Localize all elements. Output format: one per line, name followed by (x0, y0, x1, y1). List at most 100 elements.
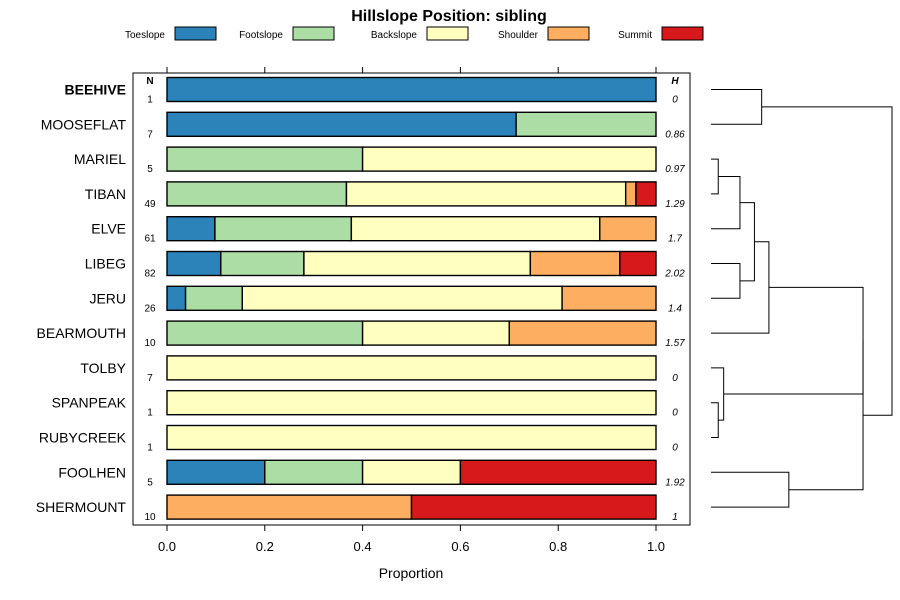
x-axis-label: Proportion (379, 565, 444, 581)
h-value: 0 (672, 373, 678, 384)
h-value: 1.92 (665, 477, 685, 488)
dendrogram-link (711, 402, 719, 438)
n-value: 7 (147, 129, 153, 140)
n-value: 1 (147, 443, 153, 454)
dendrogram-link (711, 176, 741, 230)
category-label: ELVE (91, 221, 126, 237)
bar-segment-backslope (241, 285, 563, 311)
bar-segment-footslope (220, 250, 305, 277)
bar-segment-footslope (515, 111, 657, 138)
category-label: MOOSEFLAT (41, 116, 127, 132)
bar-segment-shoulder (561, 285, 657, 311)
legend-label-footslope: Footslope (239, 30, 283, 41)
bar-segment-backslope (303, 250, 532, 277)
bar-segment-backslope (345, 181, 627, 207)
n-value: 5 (147, 164, 153, 175)
bar-segment-footslope (264, 459, 364, 485)
x-tick-label: 1.0 (647, 539, 665, 554)
category-label: FOOLHEN (58, 464, 126, 480)
h-value: 1.7 (668, 234, 682, 245)
h-value: 0.86 (665, 129, 685, 140)
dendrogram-link (739, 202, 755, 282)
bar-segment-toeslope (166, 250, 222, 277)
bar-segment-toeslope (166, 215, 216, 242)
bar-segment-backslope (166, 424, 657, 451)
bar-segment-footslope (166, 146, 364, 172)
n-value: 49 (144, 199, 156, 210)
bar-segment-backslope (361, 459, 462, 485)
bar-segment-toeslope (166, 285, 187, 311)
h-value: 0 (672, 443, 678, 454)
bar-segment-backslope (361, 146, 657, 172)
dendrogram-link (711, 367, 725, 421)
bar-segment-footslope (166, 181, 348, 207)
dendrogram-link (723, 286, 864, 395)
bar-segment-backslope (166, 390, 657, 416)
dendrogram-link (788, 340, 864, 491)
x-tick-label: 0.2 (256, 539, 274, 554)
bar-segment-backslope (361, 320, 511, 346)
category-label: RUBYCREEK (39, 430, 127, 446)
legend-label-toeslope: Toeslope (125, 30, 165, 41)
h-value: 0 (672, 95, 678, 106)
legend-swatch-shoulder (547, 26, 590, 41)
h-value: 1.57 (665, 338, 685, 349)
x-axis: 0.0 0.2 0.4 0.6 0.8 1.0 (158, 67, 665, 554)
n-value: 1 (147, 95, 153, 106)
h-value: 2.02 (664, 269, 685, 280)
h-value: 1.4 (668, 303, 682, 314)
dendrogram-link (711, 158, 719, 195)
bar-segment-toeslope (166, 459, 266, 485)
bar-segment-summit (635, 181, 657, 207)
x-tick-label: 0.0 (158, 539, 176, 554)
bar-segment-backslope (350, 215, 601, 242)
plot-frame (132, 72, 691, 526)
x-tick-label: 0.8 (549, 539, 567, 554)
bar-segment-shoulder (166, 494, 413, 520)
bar-segment-summit (619, 250, 657, 277)
bar-segment-shoulder (599, 215, 657, 242)
h-value: 0 (672, 408, 678, 419)
chart-title: Hillslope Position: sibling (351, 8, 547, 25)
legend-swatch-backslope (426, 26, 469, 41)
dendrogram (711, 89, 893, 508)
bar-segment-shoulder (624, 181, 637, 207)
bar-segment-shoulder (529, 250, 621, 277)
dendrogram-link (711, 471, 790, 508)
bar-segment-footslope (166, 320, 364, 346)
bar-segment-summit (410, 494, 657, 520)
n-value: 61 (144, 234, 156, 245)
legend: Toeslope Footslope Backslope Shoulder Summit (125, 26, 704, 41)
n-value: 82 (144, 269, 156, 280)
n-value: 10 (144, 338, 156, 349)
x-tick-label: 0.4 (354, 539, 372, 554)
bar-segment-toeslope (166, 111, 517, 138)
bar-segment-shoulder (508, 320, 657, 346)
category-label: SPANPEAK (52, 395, 127, 411)
dendrogram-link (761, 106, 893, 416)
bar-segment-backslope (166, 355, 657, 381)
bar-segment-footslope (214, 215, 353, 242)
dendrogram-link (711, 89, 763, 125)
category-label: BEEHIVE (65, 82, 126, 98)
legend-label-shoulder: Shoulder (498, 30, 539, 41)
x-tick-label: 0.6 (451, 539, 469, 554)
legend-swatch-footslope (292, 26, 335, 41)
category-label: LIBEG (85, 256, 126, 272)
bar-segment-toeslope (166, 76, 657, 103)
category-label: BEARMOUTH (37, 325, 126, 341)
n-value: 5 (147, 477, 153, 488)
category-label: SHERMOUNT (36, 499, 127, 515)
category-label: JERU (89, 290, 126, 306)
category-label: MARIEL (74, 151, 126, 167)
h-value: 0.97 (665, 164, 685, 175)
h-column-header: H (671, 76, 679, 87)
category-label: TOLBY (80, 360, 126, 376)
n-column-header: N (146, 76, 153, 87)
bar-segment-footslope (184, 285, 244, 311)
n-value: 10 (144, 512, 156, 523)
n-value: 7 (147, 373, 153, 384)
legend-label-backslope: Backslope (371, 30, 418, 41)
